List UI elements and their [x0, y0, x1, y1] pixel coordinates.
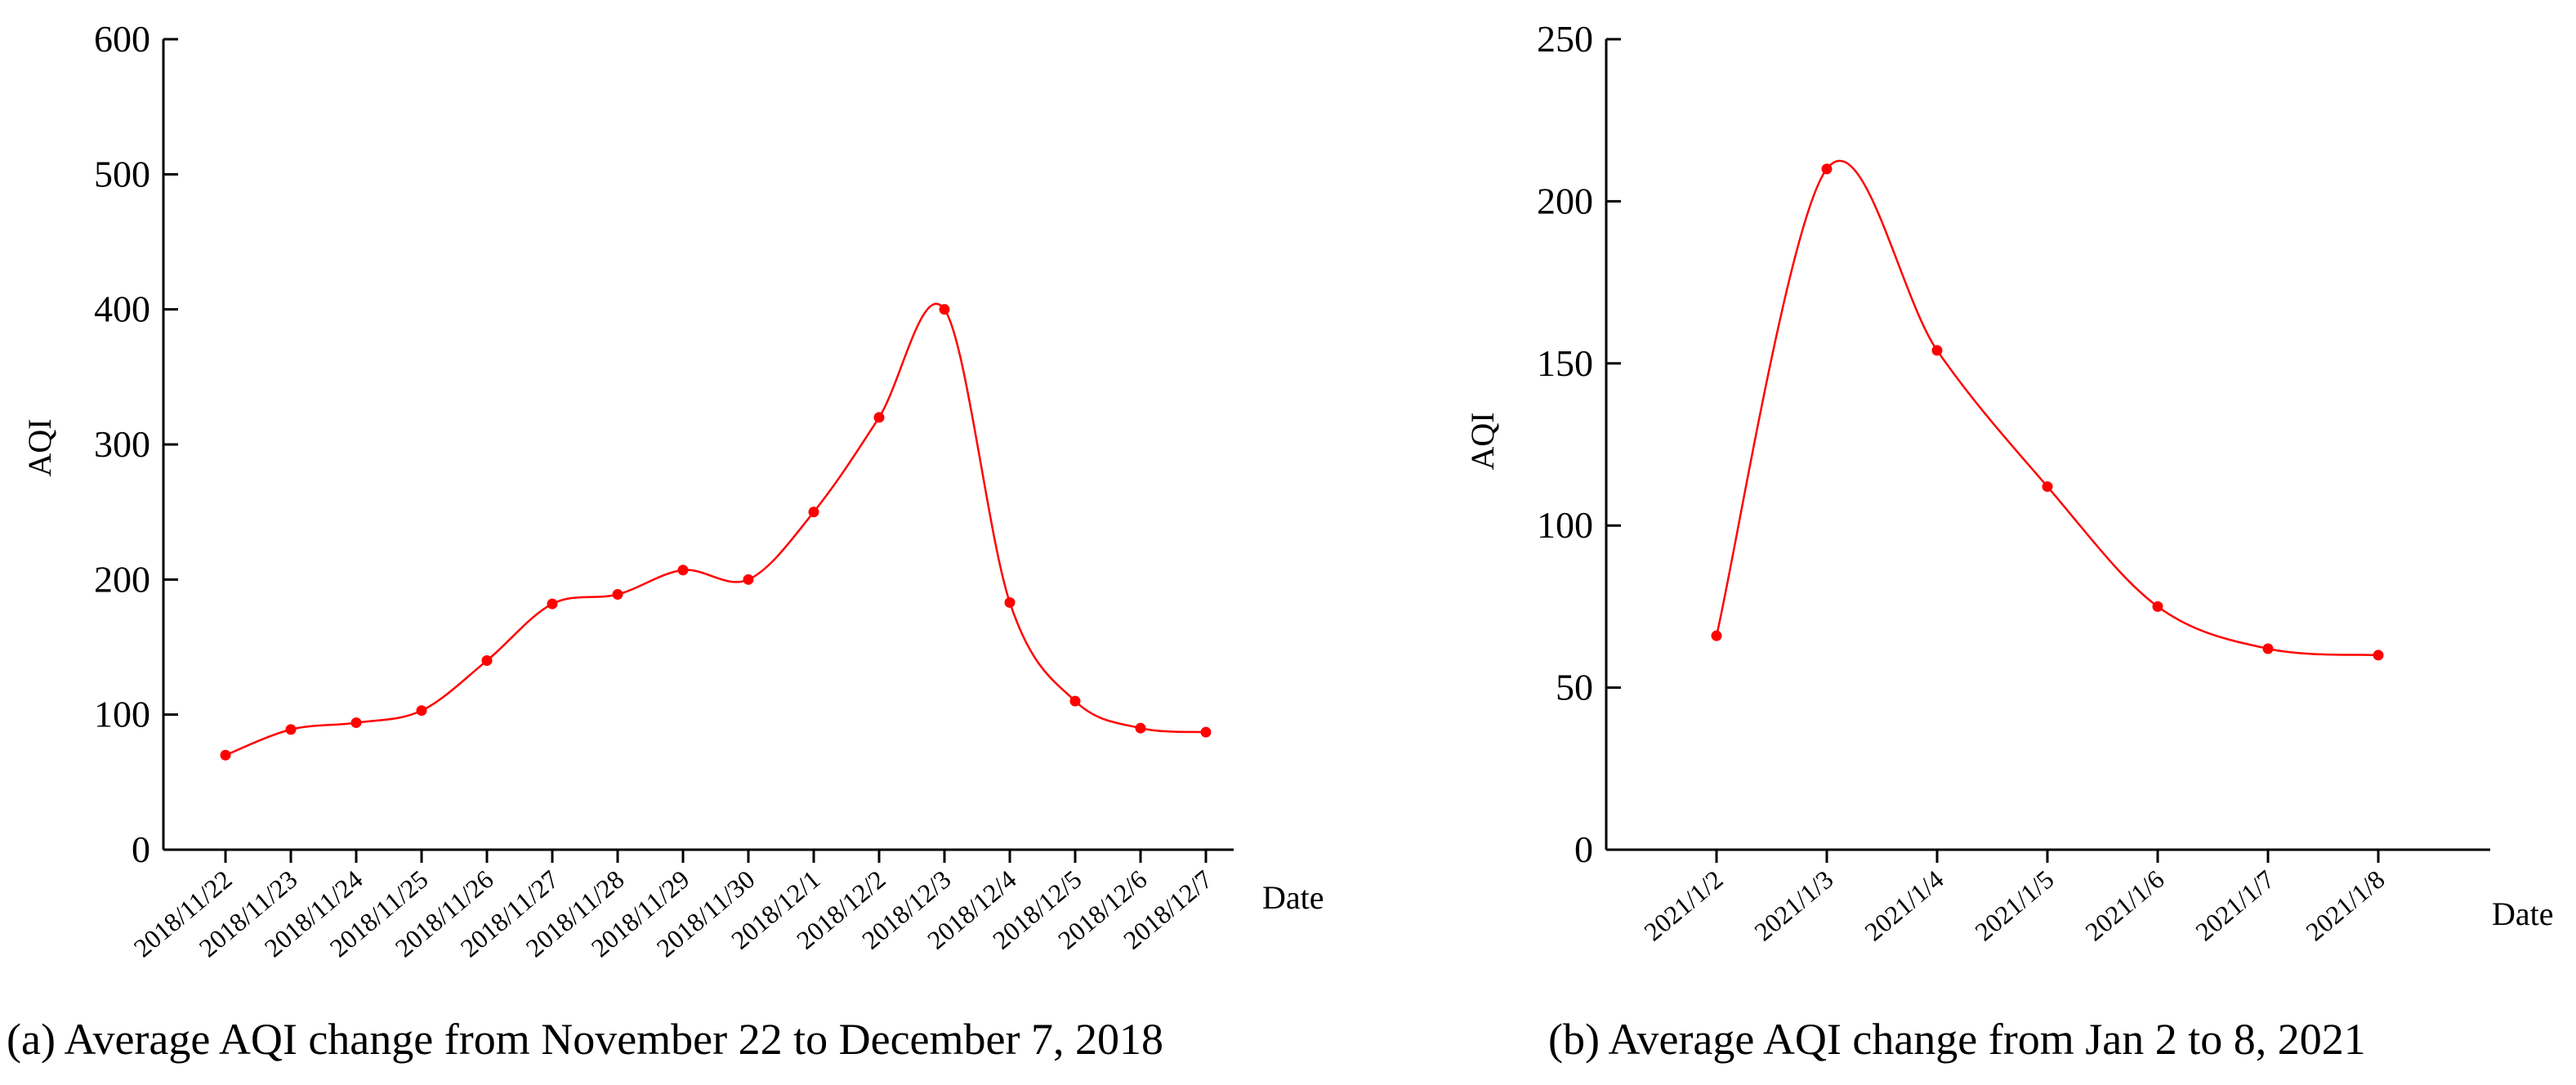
- chart-b-xtick-label: 2021/1/3: [1748, 864, 1838, 947]
- chart-a-data-point: [612, 589, 623, 601]
- chart-a-data-point: [677, 565, 689, 576]
- chart-a-data-point: [743, 574, 754, 585]
- chart-b-data-point: [2373, 650, 2384, 661]
- chart-b-data-point: [2042, 481, 2053, 493]
- chart-a-ytick-label: 300: [94, 423, 150, 465]
- chart-b-data-point: [1821, 163, 1833, 175]
- chart-a-ylabel: AQI: [21, 418, 58, 476]
- chart-b-ytick-label: 250: [1537, 18, 1593, 60]
- chart-b-xtick-label: 2021/1/2: [1638, 864, 1728, 947]
- chart-b-ylabel: AQI: [1464, 412, 1501, 470]
- chart-a-ytick-label: 100: [94, 694, 150, 735]
- chart-a-series-line: [225, 302, 1207, 757]
- chart-a-data-point: [1069, 695, 1081, 707]
- chart-a-data-point: [481, 655, 493, 667]
- chart-a-ytick-label: 500: [94, 153, 150, 194]
- chart-b-ytick-label: 100: [1537, 504, 1593, 546]
- chart-a-data-point: [873, 412, 885, 423]
- chart-a-data-point: [547, 598, 558, 609]
- chart-b-caption: (b) Average AQI change from Jan 2 to 8, …: [1548, 1015, 2366, 1064]
- chart-a: (a) Average AQI change from November 22 …: [7, 18, 1324, 1064]
- chart-b-series-line: [1715, 159, 2379, 657]
- chart-b-data-point: [2262, 643, 2274, 654]
- chart-a-data-point: [1004, 596, 1016, 608]
- chart-a-data-point: [1200, 726, 1212, 738]
- chart-a-data-point: [285, 724, 297, 735]
- chart-a-ytick-label: 400: [94, 288, 150, 330]
- chart-b-xtick-label: 2021/1/5: [1969, 864, 2059, 947]
- chart-a-xlabel: Date: [1262, 879, 1324, 916]
- chart-a-ytick-label: 0: [132, 828, 150, 870]
- chart-b-ytick-label: 200: [1537, 180, 1593, 221]
- chart-b-data-point: [1931, 345, 1943, 356]
- chart-a-data-point: [1135, 722, 1146, 734]
- chart-a-ytick-label: 200: [94, 558, 150, 600]
- chart-a-caption: (a) Average AQI change from November 22 …: [7, 1015, 1163, 1064]
- chart-b-xtick-label: 2021/1/7: [2190, 864, 2279, 947]
- chart-a-data-point: [416, 705, 427, 717]
- chart-b-ytick-label: 50: [1556, 667, 1593, 708]
- chart-b-ytick-label: 150: [1537, 342, 1593, 384]
- chart-b: (b) Average AQI change from Jan 2 to 8, …: [1464, 18, 2554, 1064]
- chart-b-xtick-label: 2021/1/8: [2300, 864, 2390, 947]
- chart-a-data-point: [220, 749, 231, 761]
- chart-a-data-point: [350, 717, 362, 729]
- chart-b-ytick-label: 0: [1574, 828, 1593, 870]
- chart-a-data-point: [939, 304, 950, 315]
- chart-b-xlabel: Date: [2492, 895, 2554, 932]
- chart-b-xtick-label: 2021/1/6: [2079, 864, 2169, 947]
- chart-a-ytick-label: 600: [94, 18, 150, 60]
- chart-b-xtick-label: 2021/1/4: [1859, 864, 1949, 947]
- chart-b-data-point: [1711, 630, 1722, 641]
- chart-a-data-point: [808, 507, 819, 518]
- chart-b-data-point: [2152, 601, 2163, 612]
